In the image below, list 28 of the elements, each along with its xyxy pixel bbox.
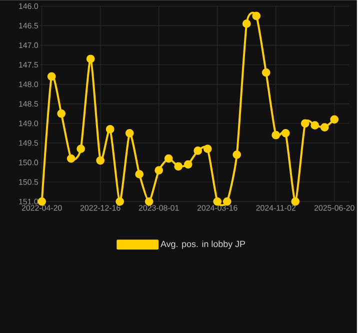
point (57, 109, 66, 118)
point (86, 54, 95, 63)
point (194, 146, 202, 155)
point (203, 144, 212, 153)
point (310, 121, 320, 130)
point (272, 130, 280, 140)
point (291, 197, 300, 206)
point (330, 115, 339, 124)
point (242, 19, 251, 28)
point (106, 124, 114, 134)
point (154, 166, 164, 174)
point (174, 162, 183, 170)
point (116, 197, 124, 206)
point (66, 154, 76, 163)
point (232, 150, 242, 159)
point (164, 154, 173, 163)
point (281, 128, 290, 138)
point (184, 160, 192, 169)
point (300, 119, 310, 128)
point (135, 170, 144, 178)
point (47, 72, 56, 81)
point (262, 68, 270, 77)
point (125, 128, 134, 138)
point (76, 144, 86, 153)
point (320, 123, 329, 132)
point (252, 12, 261, 20)
legend-label: Avg. pos. in lobby JP (160, 240, 246, 249)
point (96, 156, 105, 165)
